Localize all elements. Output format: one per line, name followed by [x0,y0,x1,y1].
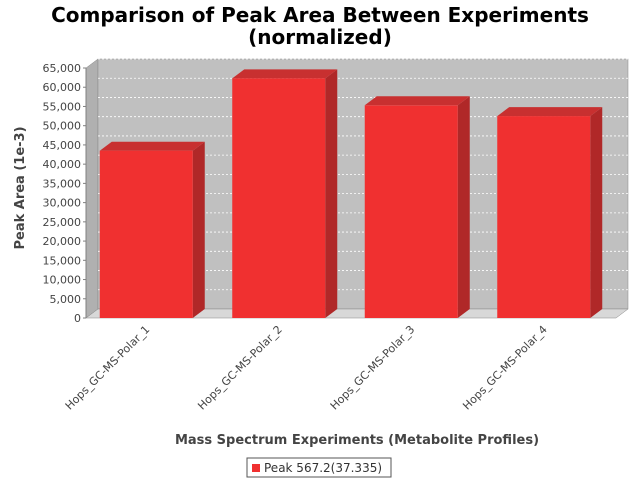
y-tick-label: 0 [74,312,81,325]
y-tick-label: 50,000 [43,120,82,133]
bar-front [364,105,458,318]
chart-title-line-1: Comparison of Peak Area Between Experime… [51,3,589,27]
x-axis-label: Mass Spectrum Experiments (Metabolite Pr… [175,433,539,448]
legend-box [246,457,392,478]
x-tick-label: Hops_GC-MS-Polar_3 [328,323,418,413]
y-tick-label: 60,000 [43,81,82,94]
bars [99,69,603,318]
bar-top [364,96,470,106]
y-tick-label: 65,000 [43,62,82,75]
bar-side [457,96,470,318]
bar-side [192,141,205,318]
y-tick-label: 20,000 [43,235,82,248]
x-tick-label: Hops_GC-MS-Polar_1 [63,323,153,413]
bar-side [590,107,603,318]
bar-front [497,116,591,318]
bar-front [99,150,193,318]
bar-front [232,78,326,318]
x-tick-label: Hops_GC-MS-Polar_4 [460,323,550,413]
legend: Peak 567.2(37.335) [246,457,392,478]
bar-top [497,107,603,117]
bar-top [232,69,338,79]
y-tick-label: 30,000 [43,197,82,210]
y-tick-label: 15,000 [43,254,82,267]
bar-3 [364,96,470,318]
bar-4 [497,107,603,318]
bar-top [99,141,205,151]
bar-1 [99,141,205,318]
plot-left-wall [85,58,99,319]
y-tick-label: 55,000 [43,100,82,113]
chart-title-line-2: (normalized) [248,25,392,49]
y-tick-label: 45,000 [43,139,82,152]
x-axis-ticks: Hops_GC-MS-Polar_1 Hops_GC-MS-Polar_2 Hops… [63,323,550,413]
y-tick-label: 25,000 [43,216,82,229]
legend-swatch [252,464,260,472]
y-axis-ticks: 0 5,000 10,000 15,000 20,000 25,000 30,000 35,0… [43,62,86,325]
y-tick-label: 10,000 [43,274,82,287]
y-tick-label: 5,000 [50,293,82,306]
bar-side [325,69,338,318]
bar-2 [232,69,338,318]
y-tick-label: 35,000 [43,177,82,190]
y-tick-label: 40,000 [43,158,82,171]
x-tick-label: Hops_GC-MS-Polar_2 [195,323,285,413]
legend-label: Peak 567.2(37.335) [264,461,382,475]
y-axis-label: Peak Area (1e-3) [13,126,28,249]
